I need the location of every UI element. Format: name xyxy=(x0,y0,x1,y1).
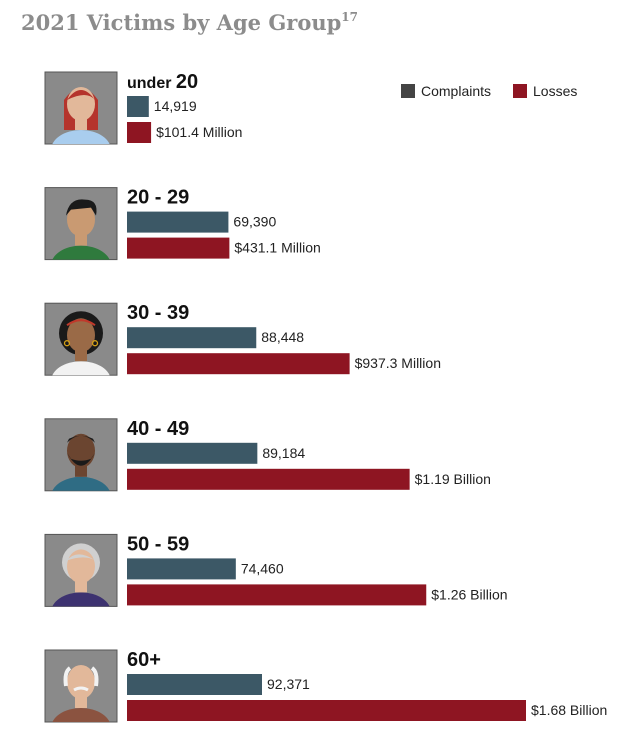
age-group-2: 30 - 39 88,448 $937.3 Million xyxy=(44,302,441,376)
legend-label-complaints: Complaints xyxy=(421,83,491,99)
losses-bar xyxy=(127,122,152,143)
age-group-label: 60+ xyxy=(127,649,161,671)
age-group-0: under 20 14,919 $101.4 Million xyxy=(44,71,242,145)
age-group-range: 30 - 39 xyxy=(127,302,189,324)
chart-title-superscript: 17 xyxy=(341,10,358,24)
losses-value: $431.1 Million xyxy=(234,240,320,256)
complaints-value: 69,390 xyxy=(233,214,276,230)
complaints-bar xyxy=(127,558,236,580)
losses-bar xyxy=(127,700,526,721)
age-group-4: 50 - 59 74,460 $1.26 Billion xyxy=(44,533,508,607)
losses-bar xyxy=(127,353,350,375)
age-group-prefix: under xyxy=(127,75,176,92)
losses-bar xyxy=(127,237,230,259)
age-group-5: 60+ 92,371 $1.68 Billion xyxy=(44,649,607,723)
complaints-bar xyxy=(127,96,149,117)
age-group-range: 50 - 59 xyxy=(127,533,189,555)
complaints-value: 74,460 xyxy=(241,560,284,576)
young-man-avatar-icon xyxy=(44,187,118,261)
legend-swatch-losses xyxy=(513,84,527,98)
losses-bar xyxy=(127,584,427,606)
age-group-range: 60+ xyxy=(127,649,161,671)
complaints-bar xyxy=(127,211,229,233)
age-groups: under 20 14,919 $101.4 Million 20 - 29 69,39… xyxy=(44,71,607,723)
age-group-range: 40 - 49 xyxy=(127,418,189,440)
age-group-1: 20 - 29 69,390 $431.1 Million xyxy=(44,187,321,261)
age-group-range: 20 xyxy=(176,71,198,93)
age-group-label: 40 - 49 xyxy=(127,418,189,440)
losses-value: $1.19 Billion xyxy=(415,471,491,487)
chart-title: 2021 Victims by Age Group17 xyxy=(21,10,358,35)
legend: Complaints Losses xyxy=(401,83,577,99)
losses-value: $1.26 Billion xyxy=(431,586,507,602)
legend-swatch-complaints xyxy=(401,84,415,98)
elderly-man-avatar-icon xyxy=(44,649,118,723)
bearded-man-avatar-icon xyxy=(44,418,118,492)
complaints-value: 88,448 xyxy=(261,329,304,345)
complaints-value: 14,919 xyxy=(154,98,197,114)
age-group-label: 50 - 59 xyxy=(127,533,189,555)
age-group-label: 20 - 29 xyxy=(127,187,189,209)
age-group-label: under 20 xyxy=(127,71,198,93)
woman-curly-hair-avatar-icon xyxy=(44,302,118,376)
chart-title-text: 2021 Victims by Age Group xyxy=(21,10,341,35)
age-group-range: 20 - 29 xyxy=(127,187,189,209)
complaints-value: 92,371 xyxy=(267,676,310,692)
age-group-label: 30 - 39 xyxy=(127,302,189,324)
complaints-bar xyxy=(127,674,262,695)
complaints-bar xyxy=(127,442,258,464)
legend-label-losses: Losses xyxy=(533,83,577,99)
losses-bar xyxy=(127,468,410,490)
losses-value: $101.4 Million xyxy=(156,124,242,140)
losses-value: $937.3 Million xyxy=(355,355,441,371)
young-woman-avatar-icon xyxy=(44,71,118,145)
complaints-bar xyxy=(127,327,257,349)
complaints-value: 89,184 xyxy=(262,445,305,461)
gray-haired-woman-avatar-icon xyxy=(44,533,118,607)
age-group-3: 40 - 49 89,184 $1.19 Billion xyxy=(44,418,491,492)
losses-value: $1.68 Billion xyxy=(531,702,607,718)
